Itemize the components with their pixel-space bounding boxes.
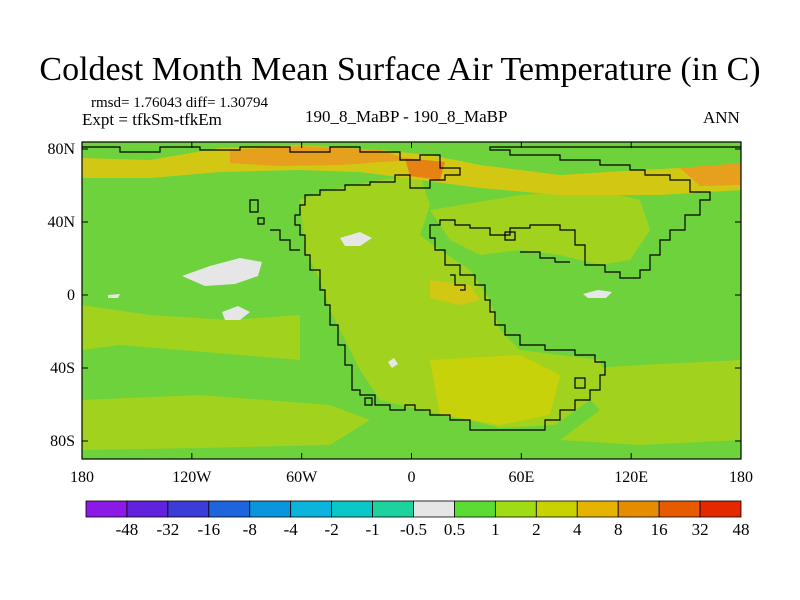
x-tick-label: 120E bbox=[614, 469, 648, 486]
coastline-island-2 bbox=[257, 217, 265, 225]
colorbar-swatch bbox=[699, 500, 742, 518]
experiment-label: Expt = tfkSm-tfkEm bbox=[82, 110, 222, 129]
field-south-olive bbox=[430, 355, 560, 425]
x-tick-label: 60W bbox=[286, 469, 318, 486]
coastline-island-1 bbox=[249, 199, 259, 213]
colorbar-swatch bbox=[290, 500, 333, 518]
map-plot-area bbox=[82, 142, 741, 459]
colorbar-label: -1 bbox=[365, 520, 379, 539]
y-tick-label: 40S bbox=[50, 360, 75, 377]
y-tick-label: 80S bbox=[50, 433, 75, 450]
coastline-island-4 bbox=[574, 377, 586, 389]
field-southern-band bbox=[82, 395, 370, 450]
colorbar-label: 1 bbox=[491, 520, 500, 539]
colorbar-label: 4 bbox=[573, 520, 582, 539]
colorbar-swatch bbox=[494, 500, 537, 518]
colorbar-label: 8 bbox=[614, 520, 623, 539]
colorbar-label: 48 bbox=[733, 520, 750, 539]
colorbar-swatch bbox=[372, 500, 414, 518]
x-tick-label: 0 bbox=[408, 469, 416, 486]
colorbar-label: 0.5 bbox=[444, 520, 465, 539]
x-tick-label: 120W bbox=[172, 469, 212, 486]
colorbar-swatch bbox=[617, 500, 660, 518]
colorbar-label: -48 bbox=[116, 520, 139, 539]
x-tick-label: 60E bbox=[508, 469, 534, 486]
colorbar-swatch bbox=[535, 500, 578, 518]
colorbar-swatch bbox=[658, 500, 701, 518]
colorbar-label: -8 bbox=[243, 520, 257, 539]
colorbar-swatch bbox=[413, 500, 455, 518]
coastline-gulf bbox=[450, 274, 466, 291]
colorbar-label: -32 bbox=[157, 520, 180, 539]
coastline-africa-interior bbox=[270, 229, 300, 251]
colorbar-swatch bbox=[454, 500, 496, 518]
colorbar-label: 16 bbox=[651, 520, 668, 539]
colorbar-swatch bbox=[331, 500, 373, 518]
colorbar-swatch bbox=[208, 500, 251, 518]
field-arctic-hot-mid bbox=[405, 158, 445, 180]
colorbar-swatch bbox=[576, 500, 619, 518]
coastline-americas-europe bbox=[82, 146, 741, 431]
field-pacific-band bbox=[82, 305, 300, 360]
y-tick-label: 40N bbox=[47, 214, 75, 231]
field-white-patch bbox=[583, 290, 612, 298]
x-tick-label: 180 bbox=[729, 469, 753, 486]
field-white-patch bbox=[388, 358, 398, 368]
y-axis: 80N 40N 0 40S 80S bbox=[47, 141, 741, 450]
colorbar: -48 -32 -16 -8 -4 -2 -1 -0.5 0.5 1 2 4 8 16 32 48 bbox=[85, 500, 750, 539]
comparison-label: 190_8_MaBP - 190_8_MaBP bbox=[305, 107, 508, 126]
colorbar-swatch bbox=[249, 500, 292, 518]
colorbar-swatch bbox=[126, 500, 169, 518]
field-white-patch bbox=[182, 258, 262, 286]
field-white-patch bbox=[340, 232, 372, 246]
coastlines bbox=[82, 146, 741, 431]
colorbar-label: 2 bbox=[532, 520, 541, 539]
field-white-patch bbox=[222, 306, 250, 320]
field-asia bbox=[430, 190, 650, 265]
colorbar-label: -16 bbox=[197, 520, 220, 539]
season-label: ANN bbox=[703, 108, 740, 127]
y-tick-label: 80N bbox=[47, 141, 75, 158]
colorbar-label: -4 bbox=[284, 520, 299, 539]
colorbar-swatch bbox=[85, 500, 128, 518]
colorbar-label: -0.5 bbox=[400, 520, 427, 539]
coastline-asia-inner bbox=[520, 251, 570, 263]
map-title: Coldest Month Mean Surface Air Temperatu… bbox=[39, 51, 761, 88]
field-arctic-hot bbox=[230, 146, 410, 166]
field-east-ocean bbox=[560, 360, 741, 445]
x-axis: 180 120W 60W 0 60E 120E 180 bbox=[70, 142, 753, 486]
colorbar-label: 32 bbox=[692, 520, 709, 539]
coastline-island-5 bbox=[504, 231, 516, 241]
field-arctic-hot-east bbox=[680, 163, 741, 186]
y-tick-label: 0 bbox=[67, 287, 75, 304]
x-tick-label: 180 bbox=[70, 469, 94, 486]
rmsd-diff-stats: rmsd= 1.76043 diff= 1.30794 bbox=[91, 95, 269, 111]
coastline-island-3 bbox=[364, 397, 373, 406]
colorbar-label: -2 bbox=[325, 520, 339, 539]
colorbar-swatch bbox=[167, 500, 210, 518]
field-orange-patch bbox=[430, 280, 480, 305]
field-white-patch bbox=[108, 294, 120, 298]
